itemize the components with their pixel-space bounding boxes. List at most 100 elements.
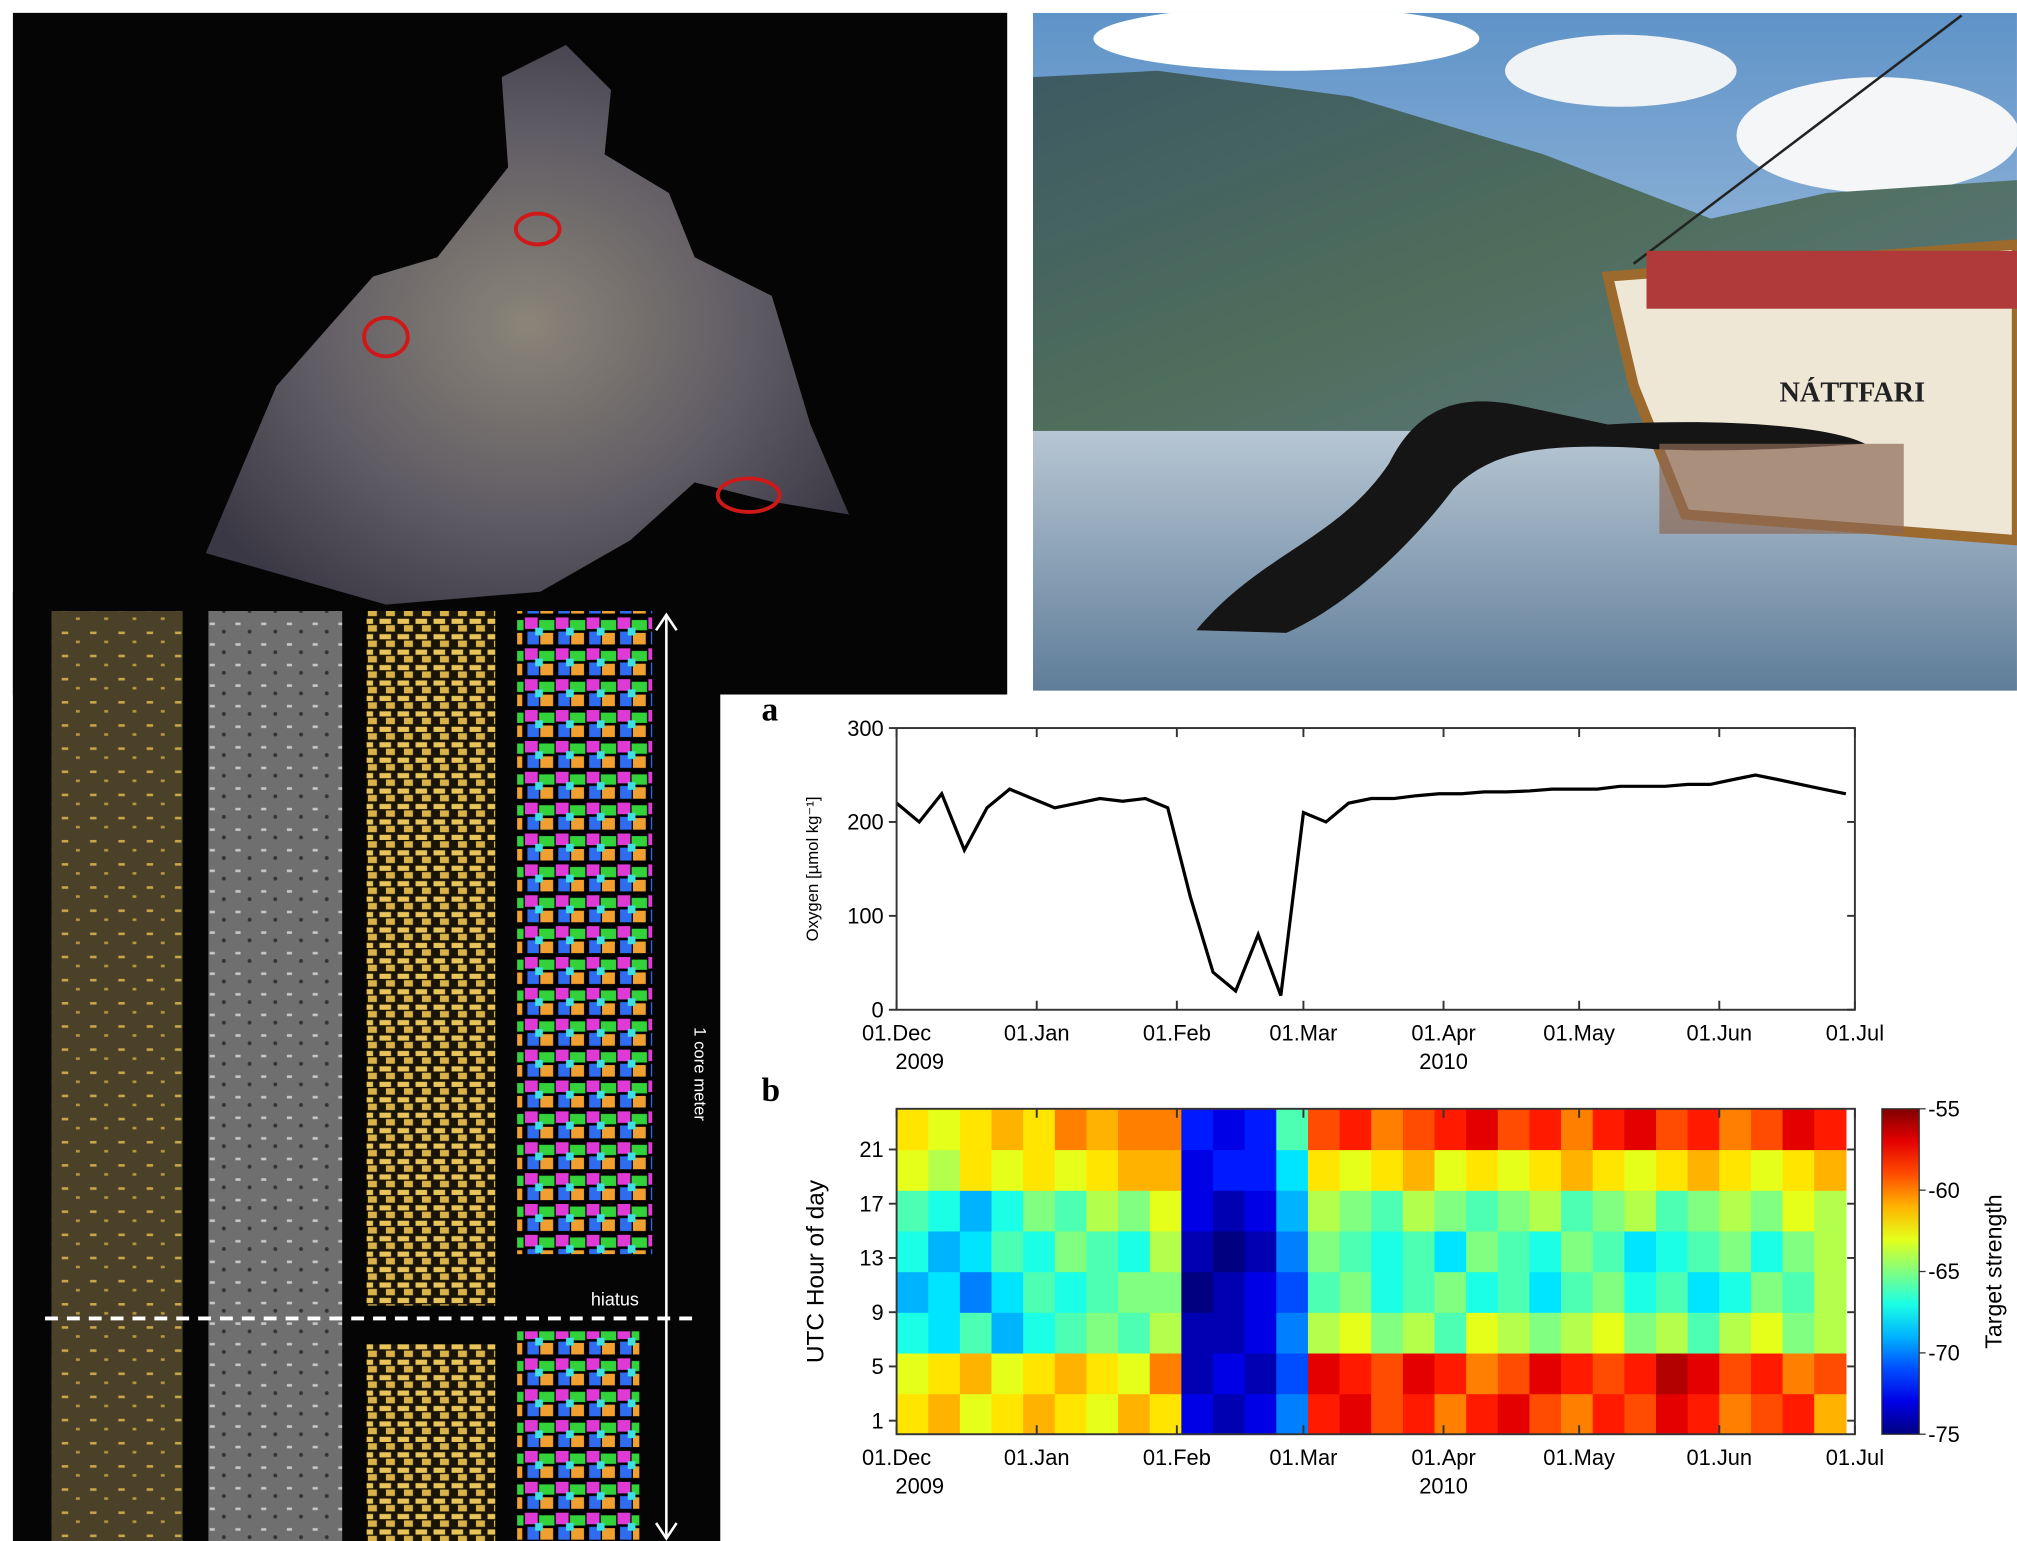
heat-cell [1688,1353,1720,1394]
heat-cell [1624,1394,1656,1435]
heat-cell [1308,1353,1340,1394]
y-tick-label: 17 [859,1191,883,1216]
heat-cell [1529,1394,1561,1435]
heat-cell [1055,1312,1087,1353]
heat-cell [1118,1272,1150,1313]
heat-cell [1814,1231,1846,1272]
heat-cell [1118,1394,1150,1435]
heat-cell [1656,1231,1688,1272]
heat-cell [1719,1312,1751,1353]
heat-cell [928,1353,960,1394]
heat-cell [1498,1394,1530,1435]
heat-cell [1751,1353,1783,1394]
heat-cell [897,1190,929,1231]
whale-photo: NÁTTFARI [1033,6,2017,690]
heat-cell [1498,1272,1530,1313]
heat-cell [1340,1353,1372,1394]
heat-cell [1245,1109,1277,1150]
heat-cell [1213,1394,1245,1435]
heat-cell [1498,1312,1530,1353]
heat-cell [1814,1149,1846,1190]
heat-cell [1783,1394,1815,1435]
heat-cell [1276,1312,1308,1353]
heat-cell [1688,1190,1720,1231]
heat-cell [992,1272,1024,1313]
heat-cell [1529,1190,1561,1231]
scale-label: 1 core meter [691,1027,710,1121]
heat-cell [992,1190,1024,1231]
heat-cell [1561,1394,1593,1435]
heat-cell [1118,1312,1150,1353]
heat-cell [1023,1231,1055,1272]
heat-cell [1055,1272,1087,1313]
heat-cell [1150,1231,1182,1272]
heat-cell [960,1394,992,1435]
heat-cell [1181,1149,1213,1190]
x-tick-label: 01.Feb [1143,1021,1211,1046]
heat-cell [1656,1353,1688,1394]
heat-cell [1783,1272,1815,1313]
heat-cell [1435,1231,1467,1272]
x-tick-label: 01.Feb [1143,1445,1211,1470]
heat-cell [1814,1394,1846,1435]
heat-cell [1086,1149,1118,1190]
heat-cell [1814,1109,1846,1150]
heat-cell [1435,1353,1467,1394]
heat-cell [1624,1190,1656,1231]
heat-cell [1529,1149,1561,1190]
x-tick-label: 01.Mar [1269,1445,1337,1470]
heat-cell [1719,1109,1751,1150]
heat-cell [1150,1353,1182,1394]
heat-cell [897,1394,929,1435]
heat-cell [1814,1353,1846,1394]
heat-cell [1783,1149,1815,1190]
colorbar-label: Target strength [1981,1194,2007,1348]
heat-cell [1719,1394,1751,1435]
x-tick-label: 01.Apr [1411,1445,1475,1470]
heat-cell [1371,1190,1403,1231]
heat-cell [1340,1109,1372,1150]
heat-cell [897,1353,929,1394]
heat-cell [1086,1231,1118,1272]
heat-cell [1435,1109,1467,1150]
x-tick-label: 01.Jul [1826,1445,1884,1470]
heat-cell [1561,1109,1593,1150]
x-tick-label: 01.May [1543,1021,1615,1046]
heat-cell [1371,1394,1403,1435]
heat-cell [1498,1353,1530,1394]
heat-cell [1086,1353,1118,1394]
heat-cell [1340,1149,1372,1190]
heat-cell [928,1272,960,1313]
heat-cell [960,1272,992,1313]
heat-cell [992,1353,1024,1394]
heat-cell [1435,1312,1467,1353]
heat-cell [1466,1109,1498,1150]
heat-cell [1688,1312,1720,1353]
heat-cell [1814,1272,1846,1313]
heat-cell [1403,1149,1435,1190]
heat-cell [1276,1231,1308,1272]
heat-cell [1245,1149,1277,1190]
heat-cell [960,1149,992,1190]
x-tick-label: 01.Jun [1686,1021,1752,1046]
cloud [1505,35,1737,107]
heat-cell [1593,1272,1625,1313]
heat-cell [1466,1231,1498,1272]
heat-cell [1498,1190,1530,1231]
y-tick-label: 300 [847,716,883,741]
y-tick-label: 5 [872,1354,884,1379]
heat-cell [1308,1312,1340,1353]
y-tick-label: 100 [847,904,883,929]
colorbar-tick-label: -65 [1928,1259,1960,1284]
heat-cell [1403,1231,1435,1272]
heat-cell [1118,1109,1150,1150]
core-strip-labelled [517,611,652,1254]
heat-cell [1435,1394,1467,1435]
boat-name: NÁTTFARI [1780,377,1926,408]
heat-cell [1593,1353,1625,1394]
colorbar-tick-label: -60 [1928,1178,1960,1203]
heat-cell [1719,1190,1751,1231]
heat-cell [1561,1149,1593,1190]
heat-cell [1213,1149,1245,1190]
core-strip-segmented [367,611,496,1306]
